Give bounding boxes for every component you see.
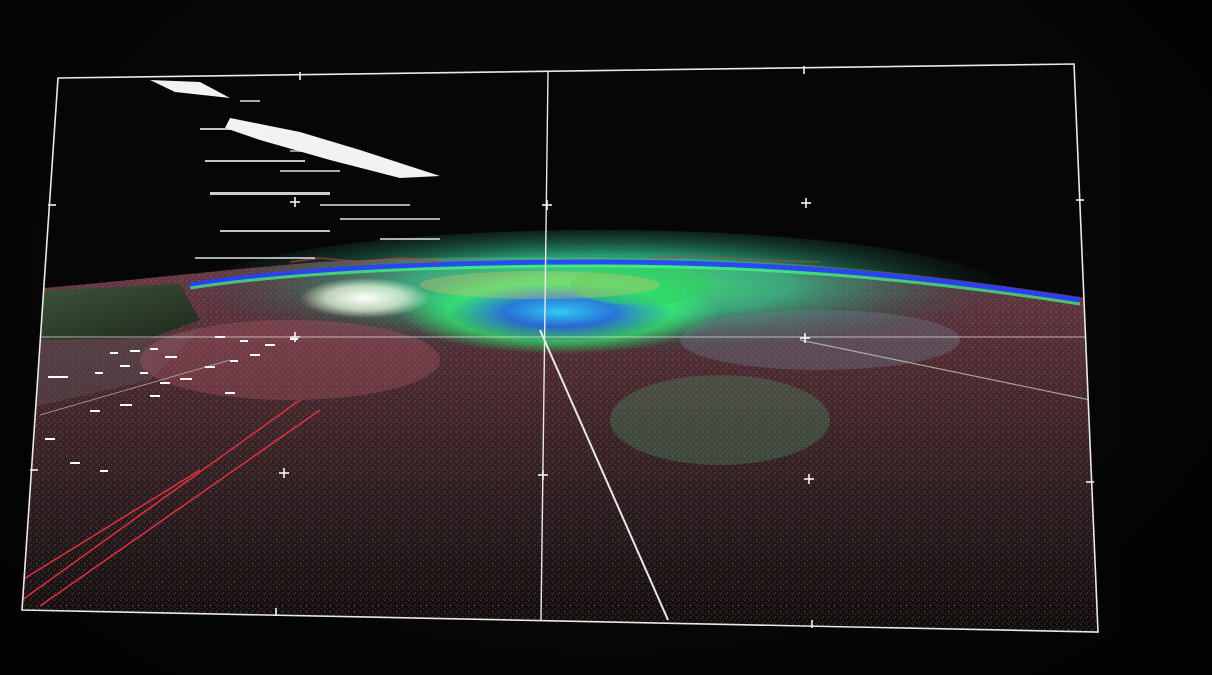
horizon-band (189, 259, 1081, 303)
crosshair (804, 474, 814, 484)
frame-grid (21, 63, 1099, 633)
frame-border (21, 63, 1099, 633)
crosshair (800, 333, 810, 343)
crosshair (801, 198, 811, 208)
crosshair (279, 468, 289, 478)
crosshair-markers (279, 197, 814, 484)
left-cliff (22, 284, 200, 340)
room-shadow (1120, 0, 1212, 675)
terrain-visualization (22, 80, 1098, 632)
crosshair (290, 332, 300, 342)
floating-streaks (150, 80, 440, 259)
edge-ticks (30, 66, 1094, 628)
crosshair (542, 200, 552, 210)
survey-line (539, 329, 669, 621)
red-trajectory-lines (22, 399, 321, 607)
bright-spot (300, 278, 430, 318)
grid-vertical-center (540, 71, 549, 621)
crosshair (290, 197, 300, 207)
crosshair (538, 470, 548, 480)
